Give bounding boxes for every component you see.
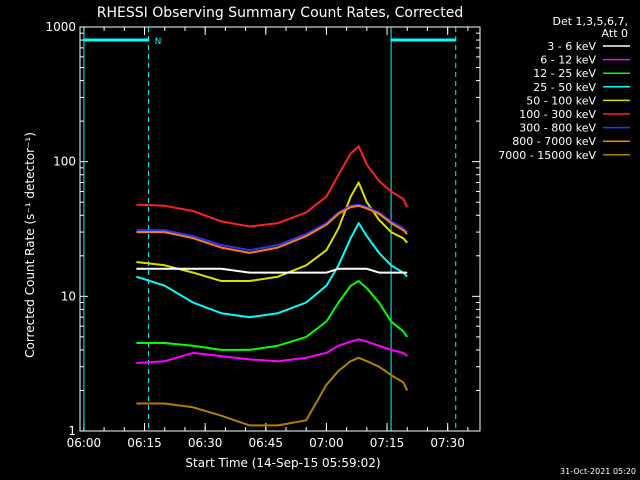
legend-label: 100 - 300 keV [519,108,596,121]
series-line-50-100-kev [136,181,408,282]
plot-area: 1 10 100 1000 06:00 06:15 06:30 06:45 07:00 07:15… [45,20,480,450]
legend-header-line2: Att 0 [602,27,628,40]
x-tick-label: 07:00 [309,436,344,450]
y-axis-label: Corrected Count Rate (s⁻¹ detector⁻¹) [23,132,37,358]
x-tick-label: 06:45 [248,436,283,450]
x-tick-label: 07:15 [370,436,405,450]
x-tick-label: 06:15 [127,436,162,450]
series-line-300-800-kev [136,203,408,252]
series-line-25-50-kev [136,222,408,319]
series-line-800-7000-kev [136,204,408,254]
legend-label: 800 - 7000 keV [512,135,596,148]
legend-label: 6 - 12 keV [540,54,596,67]
series-line-3-6-kev [136,267,408,274]
annotation-label: N [155,37,162,47]
legend-label: 12 - 25 keV [533,67,596,80]
y-tick-label: 1 [68,424,76,438]
legend-label: 7000 - 15000 keV [498,149,596,162]
legend-label: 300 - 800 keV [519,122,596,135]
x-tick-label: 07:30 [430,436,465,450]
series-line-7000-15000-kev [136,356,409,427]
x-tick-label: 06:00 [67,436,102,450]
series-line-100-300-kev [136,145,409,228]
legend-label: 25 - 50 keV [533,81,596,94]
legend-label: 50 - 100 keV [526,94,596,107]
series-line-12-25-kev [136,280,409,351]
plot-frame [79,26,481,432]
x-axis-label: Start Time (14-Sep-15 05:59:02) [185,456,380,470]
y-tick-label: 100 [53,155,76,169]
series-line-6-12-kev [136,338,408,364]
legend-label: 3 - 6 keV [547,40,596,53]
chart-title: RHESSI Observing Summary Count Rates, Co… [97,5,463,21]
legend-header-line1: Det 1,3,5,6,7, [552,15,628,28]
footer-timestamp: 31-Oct-2021 05:20 [560,467,636,476]
x-tick-label: 06:30 [188,436,223,450]
y-tick-label: 1000 [45,20,76,34]
y-tick-label: 10 [61,289,76,303]
